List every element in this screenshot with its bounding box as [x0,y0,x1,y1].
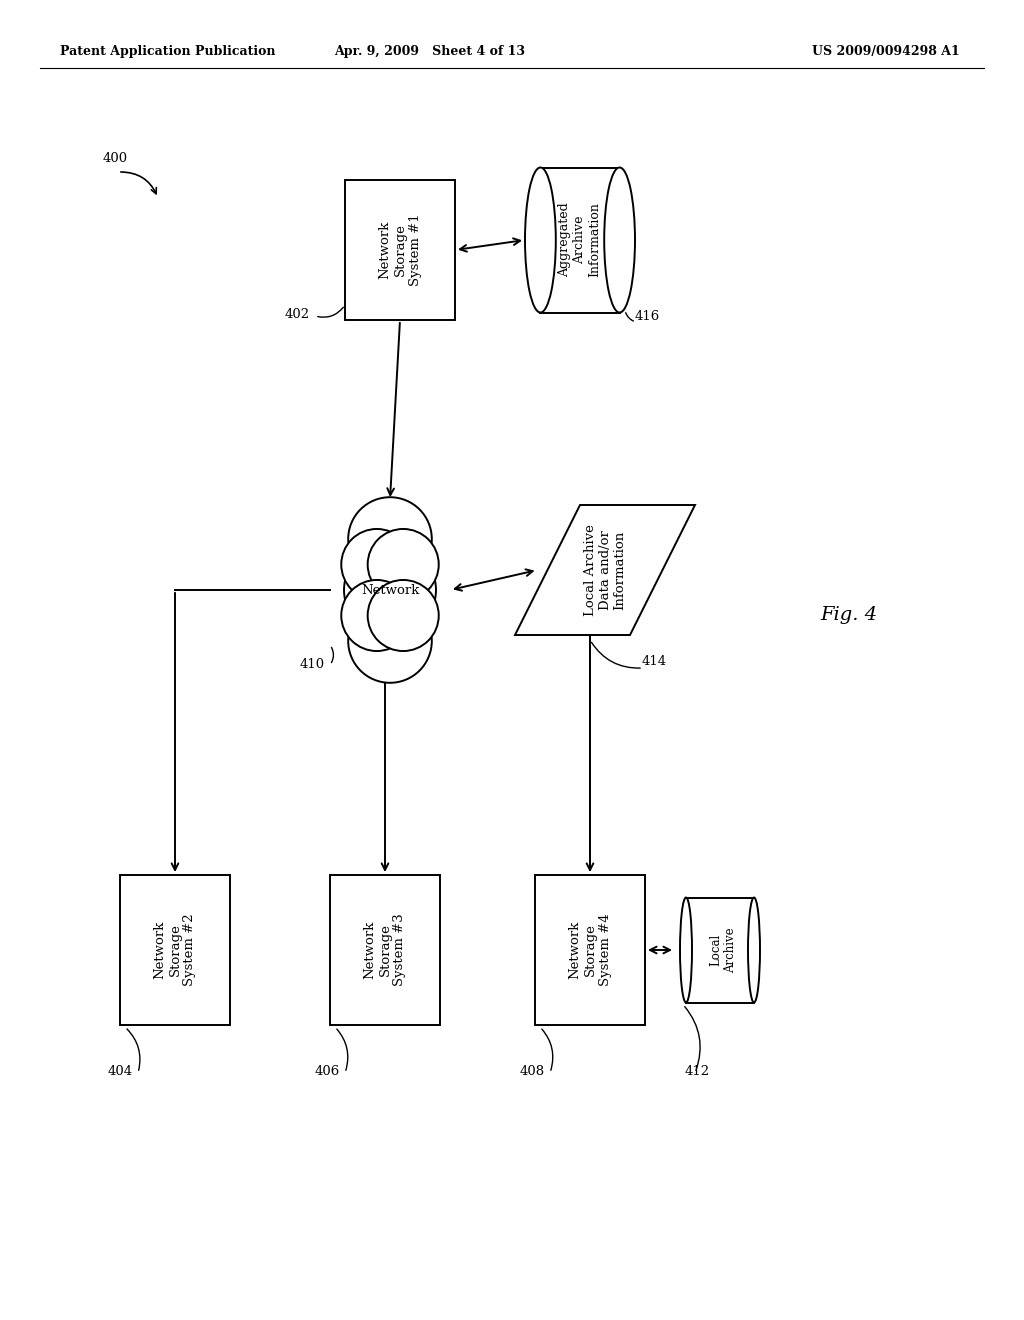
Circle shape [368,529,438,601]
Text: Local
Archive: Local Archive [710,927,737,973]
Bar [330,875,440,1026]
Text: Apr. 9, 2009   Sheet 4 of 13: Apr. 9, 2009 Sheet 4 of 13 [335,45,525,58]
Ellipse shape [525,168,556,313]
Polygon shape [515,506,695,635]
Bar [541,168,620,313]
Text: 408: 408 [520,1065,545,1078]
Circle shape [341,579,413,651]
Bar [345,180,455,319]
Circle shape [368,579,438,651]
Bar [535,875,645,1026]
Circle shape [341,529,413,601]
Text: Patent Application Publication: Patent Application Publication [60,45,275,58]
Text: Network
Storage
System #2: Network Storage System #2 [154,913,197,986]
Text: 400: 400 [103,152,128,165]
Text: Aggregated
Archive
Information: Aggregated Archive Information [558,202,601,277]
Text: Local Archive
Data and/or
Information: Local Archive Data and/or Information [584,524,627,616]
Bar [120,875,230,1026]
Text: 406: 406 [315,1065,340,1078]
Text: Fig. 4: Fig. 4 [820,606,878,624]
Ellipse shape [680,898,692,1002]
Text: US 2009/0094298 A1: US 2009/0094298 A1 [812,45,961,58]
Text: Network
Storage
System #3: Network Storage System #3 [364,913,407,986]
Text: Network
Storage
System #1: Network Storage System #1 [379,214,422,286]
Ellipse shape [748,898,760,1002]
Text: 402: 402 [285,308,310,321]
Bar [686,898,754,1002]
Text: 410: 410 [300,657,326,671]
Text: 404: 404 [108,1065,133,1078]
Ellipse shape [604,168,635,313]
Circle shape [348,498,432,581]
Circle shape [344,544,436,636]
Circle shape [348,599,432,682]
Text: Network
Storage
System #4: Network Storage System #4 [568,913,611,986]
Text: 412: 412 [685,1065,710,1078]
Text: 416: 416 [635,310,660,323]
Text: Network: Network [360,583,419,597]
Text: 414: 414 [642,655,667,668]
